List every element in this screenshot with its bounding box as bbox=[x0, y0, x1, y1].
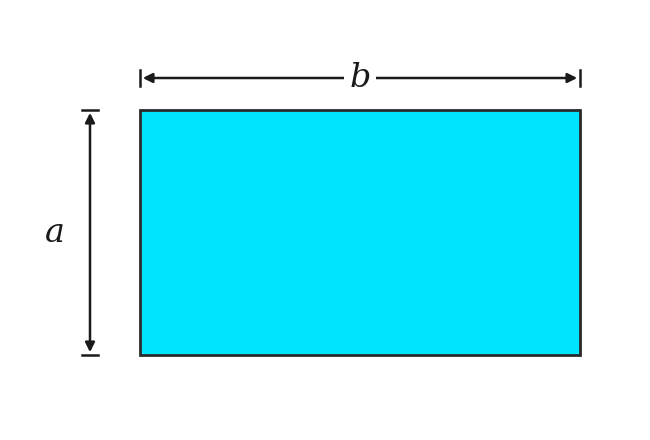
Bar bbox=[140, 110, 580, 355]
Text: a: a bbox=[45, 216, 65, 249]
Text: b: b bbox=[349, 62, 370, 94]
